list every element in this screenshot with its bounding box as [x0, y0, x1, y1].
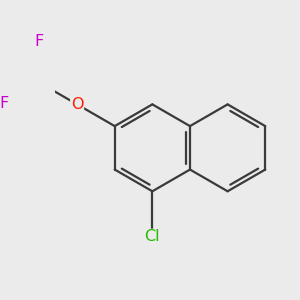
Text: F: F [0, 96, 8, 111]
Text: F: F [35, 34, 44, 49]
Text: O: O [71, 97, 83, 112]
Text: Cl: Cl [145, 230, 160, 244]
